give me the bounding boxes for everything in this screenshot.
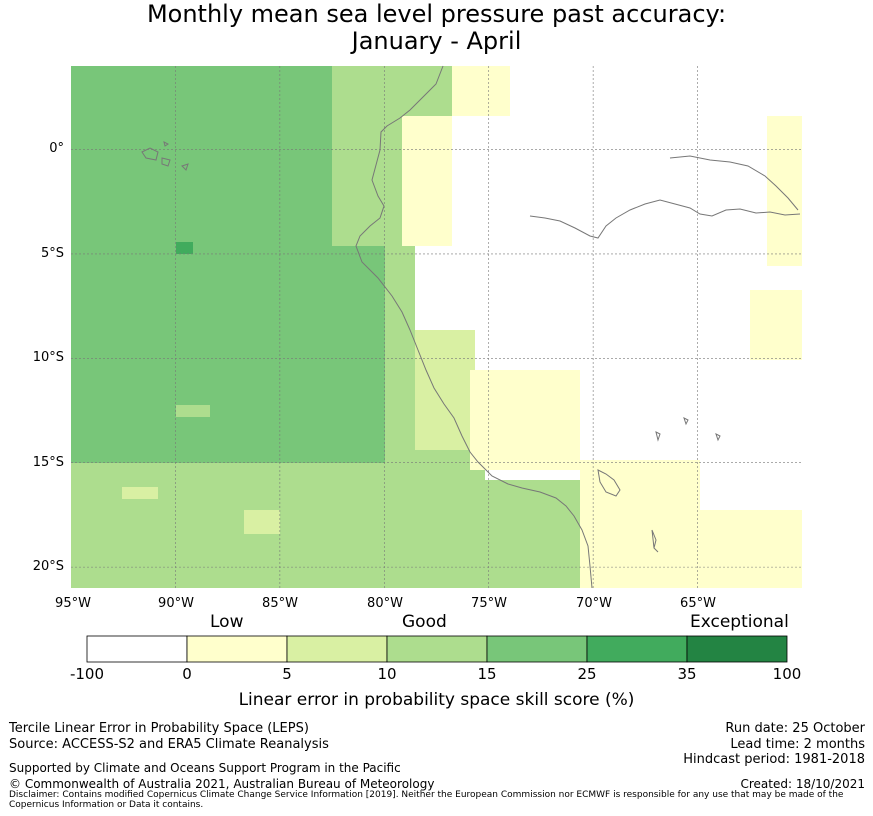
colorbar-tick-0: 0	[182, 665, 192, 683]
skill-region-low-northeast	[767, 116, 802, 266]
galapagos-2	[161, 157, 171, 167]
category-exceptional: Exceptional	[690, 612, 789, 632]
colorbar-swatch	[586, 635, 688, 663]
lon-label-70w: 70°W	[576, 596, 612, 611]
lon-label-85w: 85°W	[262, 596, 298, 611]
south-america-coast	[355, 65, 593, 589]
skill-region-coast-chile	[485, 480, 585, 588]
lake-small-2	[683, 417, 689, 426]
graticule	[71, 66, 802, 588]
lake-poopo	[651, 529, 659, 553]
skill-region-coast-south	[385, 446, 485, 588]
lat-label-0: 0°	[49, 141, 64, 156]
galapagos-1	[141, 147, 159, 161]
footer-run-date: Run date: 25 October	[725, 721, 865, 736]
skill-region-low-east	[700, 510, 802, 588]
skill-cell-high	[176, 242, 193, 254]
footer-lead-time: Lead time: 2 months	[730, 737, 865, 752]
galapagos-3	[181, 163, 189, 171]
category-low: Low	[210, 612, 244, 632]
footer-method: Tercile Linear Error in Probability Spac…	[9, 721, 309, 736]
footer-created: Created: 18/10/2021	[740, 777, 865, 791]
colorbar-swatch	[86, 635, 188, 663]
colorbar-tick-10: 10	[377, 665, 397, 683]
colorbar-swatch	[186, 635, 288, 663]
colorbar-title: Linear error in probability space skill …	[238, 690, 635, 710]
lon-label-65w: 65°W	[680, 596, 716, 611]
skill-cell-good-1	[122, 487, 158, 499]
skill-region-coast-north-2	[332, 146, 402, 246]
lon-label-90w: 90°W	[158, 596, 194, 611]
skill-region-low-altiplano	[580, 460, 700, 588]
galapagos-4	[163, 141, 169, 147]
lon-label-80w: 80°W	[367, 596, 403, 611]
colorbar-tick-5: 5	[282, 665, 292, 683]
colorbar-swatch	[686, 635, 788, 663]
skill-region-low-amazon	[750, 290, 802, 360]
lat-label-20s: 20°S	[32, 559, 64, 574]
skill-region-low-north	[452, 66, 510, 116]
footer-hindcast: Hindcast period: 1981-2018	[683, 752, 865, 767]
skill-cells	[71, 66, 802, 588]
lon-label-95w: 95°W	[55, 596, 91, 611]
lat-label-15s: 15°S	[32, 455, 64, 470]
lake-small-3	[715, 433, 721, 442]
skill-cell-mid-1	[176, 405, 210, 417]
colorbar-swatch	[286, 635, 388, 663]
skill-region-low-coast	[402, 116, 452, 246]
skill-region-coast-peru	[385, 246, 415, 446]
skill-region-south-15-25	[71, 463, 385, 588]
skill-cell-good-2	[244, 510, 280, 534]
category-good: Good	[402, 612, 447, 632]
colorbar-swatch	[386, 635, 488, 663]
lat-label-5s: 5°S	[40, 246, 64, 261]
lake-small-1	[655, 431, 661, 442]
colorbar-tick-35: 35	[677, 665, 697, 683]
lon-label-75w: 75°W	[471, 596, 507, 611]
footer-source: Source: ACCESS-S2 and ERA5 Climate Reana…	[9, 737, 329, 752]
coastline	[141, 65, 801, 589]
footer-disclaimer: Disclaimer: Contains modified Copernicus…	[9, 790, 844, 810]
colorbar-tick-25: 25	[577, 665, 597, 683]
colorbar-tick-minus100: -100	[69, 665, 105, 683]
colorbar-tick-15: 15	[477, 665, 497, 683]
chart-title-line-2: January - April	[351, 27, 522, 55]
colorbar-tick-100: 100	[772, 665, 802, 683]
lake-titicaca	[597, 469, 621, 497]
lat-label-10s: 10°S	[32, 350, 64, 365]
colorbar-swatch	[486, 635, 588, 663]
amazon-river	[529, 199, 801, 239]
colorbar	[86, 635, 788, 663]
chart-title-line-1: Monthly mean sea level pressure past acc…	[146, 0, 727, 28]
amazon-upper-river	[669, 155, 799, 211]
skill-region-low-highlands	[470, 370, 580, 470]
footer-copyright: © Commonwealth of Australia 2021, Austra…	[9, 777, 435, 791]
skill-region-good-peru	[415, 330, 475, 450]
footer-support: Supported by Climate and Oceans Support …	[9, 761, 401, 775]
